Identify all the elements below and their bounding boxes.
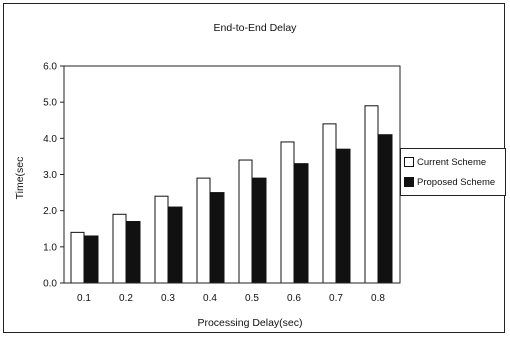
bar-proposed-0.6 (294, 163, 309, 284)
bar-current-0.7 (322, 123, 337, 284)
bar-current-0.3 (154, 195, 169, 284)
x-tick-label: 0.8 (371, 293, 385, 304)
bar-current-0.2 (112, 213, 127, 284)
y-tick-label: 4.0 (43, 134, 57, 145)
bar-proposed-0.7 (336, 148, 351, 284)
y-tick-label: 1.0 (43, 242, 57, 253)
bar-current-0.6 (280, 141, 295, 284)
x-tick-label: 0.1 (77, 293, 91, 304)
y-axis-label: Time(sec (14, 156, 26, 200)
x-tick-label: 0.6 (287, 293, 301, 304)
x-tick-label: 0.3 (161, 293, 175, 304)
bar-current-0.5 (238, 159, 253, 284)
chart-title: End-to-End Delay (213, 22, 297, 34)
y-tick-label: 2.0 (43, 206, 57, 217)
bar-proposed-0.8 (378, 134, 393, 284)
bar-proposed-0.1 (84, 235, 99, 284)
x-axis-label: Processing Delay(sec) (197, 317, 303, 329)
y-tick-label: 0.0 (43, 279, 57, 290)
x-tick-label: 0.2 (119, 293, 133, 304)
bar-proposed-0.5 (252, 177, 267, 284)
chart-legend: Current Scheme Proposed Scheme (400, 148, 506, 196)
bar-current-0.8 (364, 105, 379, 284)
bar-proposed-0.4 (210, 192, 225, 284)
y-tick-label: 3.0 (43, 170, 57, 181)
bar-current-0.1 (70, 231, 85, 284)
bar-proposed-0.2 (126, 221, 141, 284)
x-tick-label: 0.7 (329, 293, 343, 304)
bar-proposed-0.3 (168, 206, 183, 284)
y-tick-label: 5.0 (43, 98, 57, 109)
legend-swatch-proposed (404, 177, 414, 187)
legend-label-proposed: Proposed Scheme (417, 176, 496, 188)
legend-item-current: Current Scheme (404, 152, 505, 172)
bar-current-0.4 (196, 177, 211, 284)
x-tick-label: 0.5 (245, 293, 259, 304)
legend-item-proposed: Proposed Scheme (404, 172, 505, 192)
legend-swatch-current (404, 157, 414, 167)
x-tick-label: 0.4 (203, 293, 217, 304)
legend-label-current: Current Scheme (417, 156, 487, 168)
y-tick-label: 6.0 (43, 62, 57, 73)
